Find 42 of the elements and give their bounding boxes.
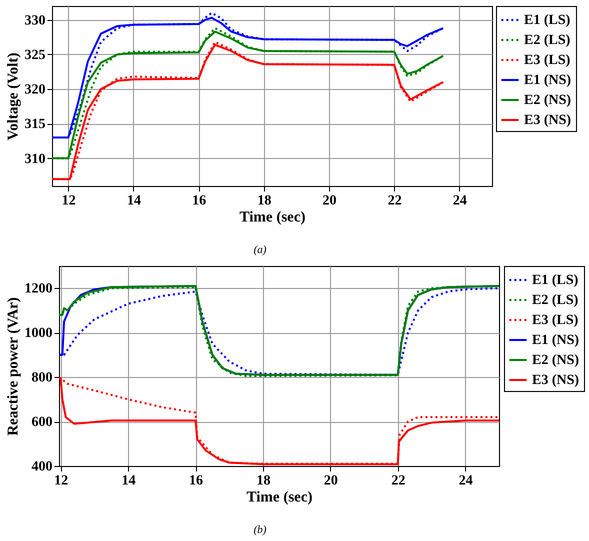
y-tick-label: 600: [32, 415, 52, 430]
x-tick-label: 22: [388, 194, 402, 208]
y-tick-label: 315: [24, 117, 46, 132]
legend-label: E2 (LS): [524, 33, 571, 48]
legend-label: E1 (LS): [524, 13, 571, 28]
legend-label: E1 (LS): [532, 273, 579, 288]
x-tick-label: 14: [122, 474, 136, 488]
x-axis-title: Time (sec): [240, 210, 306, 226]
text: (a): [252, 244, 268, 256]
y-tick-label: 320: [24, 82, 46, 98]
legend-label: E3 (NS): [532, 373, 580, 388]
y-tick-label: 1200: [24, 282, 52, 297]
y-tick-label: 310: [24, 152, 46, 167]
x-tick-label: 20: [322, 194, 337, 208]
legend-label: E1 (NS): [532, 333, 580, 348]
x-tick-label: 12: [54, 474, 68, 488]
legend-label: E2 (LS): [532, 293, 579, 308]
legend-label: E2 (NS): [524, 93, 572, 108]
legend-label: E3 (NS): [524, 113, 572, 128]
x-tick-label: 16: [192, 194, 206, 208]
text: (b): [252, 524, 268, 536]
x-tick-label: 20: [324, 474, 338, 488]
y-tick-label: 1000: [24, 326, 52, 342]
x-tick-label: 18: [256, 474, 270, 488]
y-tick-label: 800: [32, 370, 52, 386]
legend-label: E1 (NS): [524, 73, 572, 88]
x-tick-label: 12: [62, 194, 76, 208]
y-tick-label: 400: [32, 460, 52, 474]
x-tick-label: 24: [458, 474, 473, 488]
legend-label: E3 (LS): [524, 53, 571, 68]
legend-label: E2 (NS): [532, 353, 580, 368]
x-tick-label: 16: [189, 474, 204, 488]
x-axis-title: Time (sec): [246, 490, 312, 506]
x-tick-label: 14: [126, 194, 141, 208]
y-tick-label: 325: [24, 48, 46, 63]
x-tick-label: 24: [452, 194, 467, 208]
y-tick-label: 330: [24, 13, 46, 28]
y-axis-title: Voltage (Volt): [6, 52, 22, 140]
legend-label: E3 (LS): [532, 313, 579, 328]
y-axis-title: Reactive power (VAr): [6, 297, 22, 436]
x-tick-label: 18: [257, 194, 272, 208]
x-tick-label: 22: [391, 474, 406, 488]
